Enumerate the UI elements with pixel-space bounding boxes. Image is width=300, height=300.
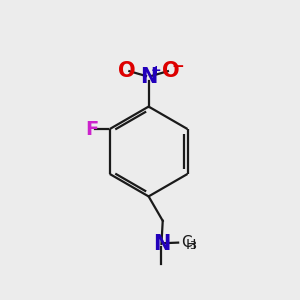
- Text: F: F: [85, 119, 98, 139]
- Text: H: H: [186, 238, 196, 252]
- Text: −: −: [172, 58, 184, 74]
- Text: +: +: [151, 64, 161, 77]
- Text: O: O: [118, 61, 136, 81]
- Text: C: C: [181, 235, 191, 250]
- Text: O: O: [162, 61, 179, 81]
- Text: N: N: [153, 234, 170, 254]
- Text: N: N: [140, 67, 157, 87]
- Text: 3: 3: [189, 241, 196, 251]
